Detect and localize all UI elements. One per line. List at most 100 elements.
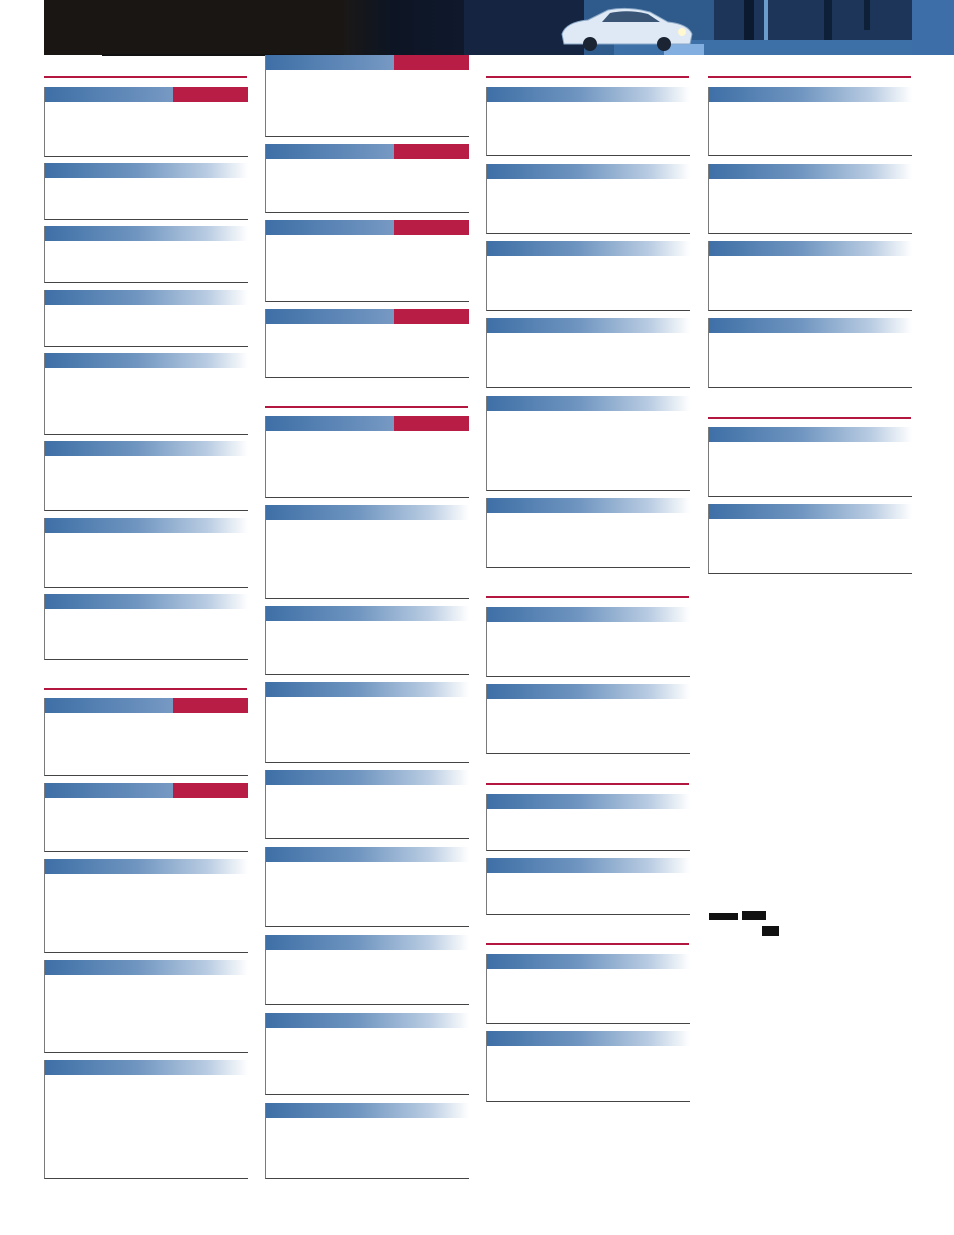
card-header-tag — [394, 309, 469, 324]
section-rule — [44, 76, 247, 78]
spec-card — [44, 783, 248, 852]
spec-card — [265, 309, 469, 378]
spec-card — [44, 441, 248, 511]
dolby-digital-logo — [709, 913, 738, 920]
card-header-bar — [266, 682, 469, 697]
card-header-bar — [266, 1013, 469, 1028]
spec-card — [44, 1060, 248, 1179]
spec-card — [265, 847, 469, 927]
spec-card — [486, 498, 690, 568]
spec-card — [486, 241, 690, 311]
card-header-tag — [394, 416, 469, 431]
spec-card — [44, 353, 248, 435]
section-rule — [486, 783, 689, 785]
card-header-tag — [394, 220, 469, 235]
card-header-bar — [266, 606, 469, 621]
card-header-bar — [487, 1031, 690, 1046]
card-header-bar — [45, 1060, 248, 1075]
spec-card — [265, 416, 469, 498]
card-header-bar — [266, 505, 469, 520]
spec-card — [265, 144, 469, 213]
spec-card — [44, 226, 248, 283]
spec-card — [44, 290, 248, 347]
card-header-bar — [45, 960, 248, 975]
card-header-bar — [45, 163, 248, 178]
card-header-bar — [45, 290, 248, 305]
section-rule — [708, 417, 911, 419]
card-header-bar — [487, 396, 690, 411]
card-header-bar — [487, 241, 690, 256]
card-header-bar — [709, 241, 912, 256]
spec-card — [708, 87, 912, 156]
spec-card — [708, 318, 912, 388]
spec-card — [265, 1013, 469, 1095]
spec-card — [265, 505, 469, 599]
card-header-bar — [266, 770, 469, 785]
spec-card — [486, 954, 690, 1024]
card-header-bar — [709, 427, 912, 442]
card-header-bar — [45, 226, 248, 241]
card-header-bar — [266, 935, 469, 950]
card-header-bar — [487, 954, 690, 969]
section-rule — [486, 596, 689, 598]
banner-dark-panel — [44, 0, 344, 55]
spec-card — [486, 794, 690, 851]
spec-card — [486, 164, 690, 234]
banner-underline — [102, 54, 344, 56]
spec-card — [265, 1103, 469, 1179]
spec-card — [44, 698, 248, 776]
card-header-bar — [487, 164, 690, 179]
corner-tab — [912, 0, 954, 55]
card-header-bar — [487, 684, 690, 699]
card-header-bar — [266, 847, 469, 862]
card-header-bar — [709, 164, 912, 179]
spec-card — [44, 594, 248, 660]
card-header-tag — [394, 55, 469, 70]
card-header-bar — [45, 353, 248, 368]
card-header-bar — [45, 518, 248, 533]
spec-card — [708, 504, 912, 574]
spec-card — [265, 935, 469, 1005]
card-header-tag — [173, 87, 248, 102]
spec-card — [708, 427, 912, 497]
spec-card — [265, 770, 469, 839]
spec-card — [486, 396, 690, 491]
card-header-tag — [173, 698, 248, 713]
spec-card — [486, 858, 690, 915]
spec-card — [265, 55, 469, 137]
spec-card — [44, 960, 248, 1053]
spec-card — [44, 163, 248, 220]
spec-card — [265, 220, 469, 302]
card-header-bar — [487, 498, 690, 513]
card-header-tag — [394, 144, 469, 159]
section-rule — [486, 943, 689, 945]
spec-card — [486, 684, 690, 754]
card-header-bar — [45, 859, 248, 874]
dts-logo — [762, 926, 779, 936]
card-header-tag — [173, 783, 248, 798]
spec-card — [486, 318, 690, 388]
spec-card — [44, 518, 248, 588]
card-header-bar — [45, 441, 248, 456]
spec-card — [486, 607, 690, 677]
spec-card — [486, 1031, 690, 1102]
section-rule — [265, 406, 468, 408]
card-header-bar — [487, 318, 690, 333]
header-banner — [44, 0, 912, 55]
spec-card — [44, 87, 248, 157]
spec-card — [265, 682, 469, 763]
card-header-bar — [266, 1103, 469, 1118]
card-header-bar — [487, 858, 690, 873]
spec-card — [708, 241, 912, 311]
dolby-surround-logo — [742, 911, 766, 920]
card-header-bar — [487, 87, 690, 102]
spec-card — [486, 87, 690, 156]
card-header-bar — [487, 607, 690, 622]
car-image — [561, 7, 693, 51]
spec-card — [708, 164, 912, 234]
card-header-bar — [709, 87, 912, 102]
card-header-bar — [487, 794, 690, 809]
section-rule — [486, 76, 689, 78]
spec-card — [44, 859, 248, 953]
spec-card — [265, 606, 469, 675]
